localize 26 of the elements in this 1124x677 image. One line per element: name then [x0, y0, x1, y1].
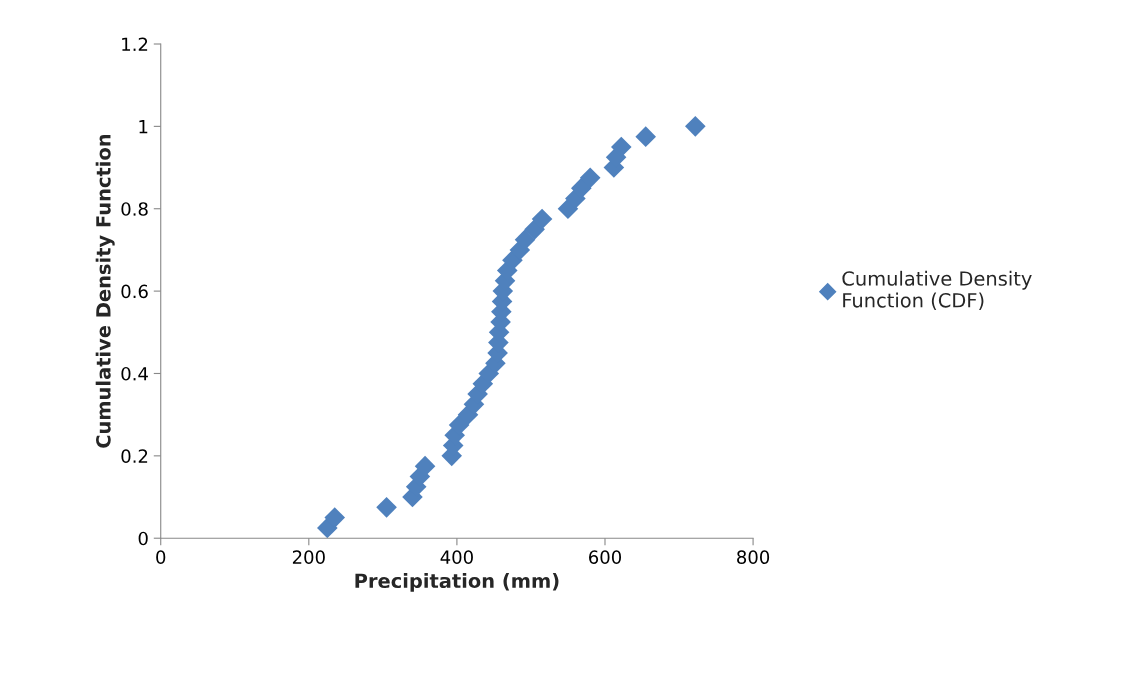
point: [414, 455, 436, 477]
y-tick-label: 0.4: [121, 366, 148, 381]
point: [571, 177, 592, 199]
x-tick-label: 0: [156, 550, 166, 564]
point: [610, 136, 632, 158]
point: [579, 167, 601, 189]
point: [448, 414, 470, 436]
x-tick-label: 200: [292, 550, 325, 564]
point: [635, 126, 657, 147]
x-tick-label: 600: [589, 550, 622, 564]
point: [324, 507, 346, 528]
y-tick-label: 1.2: [122, 37, 148, 51]
point: [514, 229, 536, 250]
y-tick-label: 0.2: [121, 449, 148, 463]
y-tick-label: 0.6: [121, 284, 148, 299]
y-axis-title: Cumulative Density Function: [95, 134, 115, 448]
legend-label: Cumulative Density Function (CDF): [842, 270, 1032, 310]
x-tick-label: 400: [440, 550, 473, 564]
point: [531, 208, 553, 230]
point: [685, 116, 706, 137]
x-tick-label: 800: [737, 550, 770, 564]
y-tick-label: 0.8: [121, 202, 148, 216]
point: [376, 497, 397, 518]
x-axis-title: Precipitation (mm): [355, 573, 559, 592]
y-tick-label: 1: [139, 120, 148, 134]
y-tick-label: 0: [138, 531, 148, 546]
